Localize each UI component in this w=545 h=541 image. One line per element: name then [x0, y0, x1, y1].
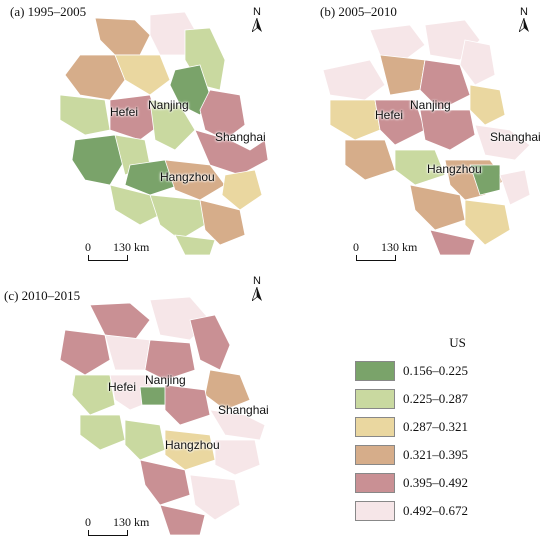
scale-line-b [356, 255, 396, 261]
region-map-b [322, 19, 531, 256]
legend-label: 0.225–0.287 [403, 391, 468, 406]
north-arrow-icon: N [248, 275, 266, 301]
map-panel-c: (c) 2010–2015 Hefei Nanjing Shanghai Han… [0, 275, 330, 541]
scale-label-a: 130 km [113, 240, 150, 254]
legend-item: 0.225–0.287 [355, 385, 525, 413]
north-letter: N [253, 6, 261, 18]
scale-zero-a: 0 [85, 240, 91, 254]
north-letter: N [520, 6, 528, 18]
north-arrow-shape [519, 18, 529, 32]
legend-label: 0.156–0.225 [403, 363, 468, 378]
city-label-hefei: Hefei [375, 108, 404, 122]
map-panel-b: (b) 2005–2010 Hefei Nanjing Shanghai Han… [275, 0, 545, 270]
legend-swatch [355, 417, 395, 437]
scale-label-b: 130 km [381, 240, 418, 254]
scale-bar-b: 0 130 km [353, 240, 428, 268]
scale-bar-a: 0 130 km [85, 240, 160, 268]
city-label-hangzhou: Hangzhou [427, 162, 482, 176]
region-map-a [59, 11, 269, 256]
map-panel-a: (a) 1995–2005 Hefei Nanjing Shanghai Han… [0, 0, 275, 270]
panel-title-b: (b) 2005–2010 [320, 4, 397, 19]
north-arrow-icon: N [248, 6, 266, 32]
legend-title: US [449, 335, 466, 350]
legend-label: 0.287–0.321 [403, 419, 468, 434]
legend-item: 0.321–0.395 [355, 441, 525, 469]
city-label-hangzhou: Hangzhou [165, 438, 220, 452]
city-label-shanghai: Shanghai [490, 130, 541, 144]
north-letter: N [253, 275, 261, 287]
north-arrow-shape [252, 287, 262, 301]
legend-item: 0.395–0.492 [355, 469, 525, 497]
scale-zero-c: 0 [85, 515, 91, 529]
city-label-shanghai: Shanghai [218, 403, 269, 417]
north-arrow-shape [252, 18, 262, 32]
legend-swatch [355, 501, 395, 521]
legend-swatch [355, 389, 395, 409]
city-label-hefei: Hefei [108, 380, 137, 394]
city-label-nanjing: Nanjing [410, 98, 451, 112]
city-label-shanghai: Shanghai [215, 130, 266, 144]
city-label-nanjing: Nanjing [145, 373, 186, 387]
city-label-nanjing: Nanjing [148, 98, 189, 112]
scale-line-a [88, 255, 128, 261]
legend-swatch [355, 361, 395, 381]
panel-title-a: (a) 1995–2005 [10, 4, 87, 19]
north-arrow-icon: N [515, 6, 533, 32]
scale-zero-b: 0 [353, 240, 359, 254]
legend-item: 0.156–0.225 [355, 357, 525, 385]
legend-label: 0.492–0.672 [403, 503, 468, 518]
legend-swatch [355, 445, 395, 465]
scale-bar-c: 0 130 km [85, 515, 160, 541]
scale-label-c: 130 km [113, 515, 150, 529]
legend: US 0.156–0.225 0.225–0.287 0.287–0.321 0.32… [355, 335, 525, 525]
legend-item: 0.287–0.321 [355, 413, 525, 441]
city-label-hefei: Hefei [110, 105, 139, 119]
region-map-c [59, 296, 266, 536]
legend-label: 0.395–0.492 [403, 475, 468, 490]
panel-title-c: (c) 2010–2015 [4, 288, 81, 303]
scale-line-c [88, 530, 128, 536]
legend-swatch [355, 473, 395, 493]
legend-item: 0.492–0.672 [355, 497, 525, 525]
city-label-hangzhou: Hangzhou [160, 170, 215, 184]
legend-rows: 0.156–0.225 0.225–0.287 0.287–0.321 0.321–0… [355, 357, 525, 525]
legend-label: 0.321–0.395 [403, 447, 468, 462]
